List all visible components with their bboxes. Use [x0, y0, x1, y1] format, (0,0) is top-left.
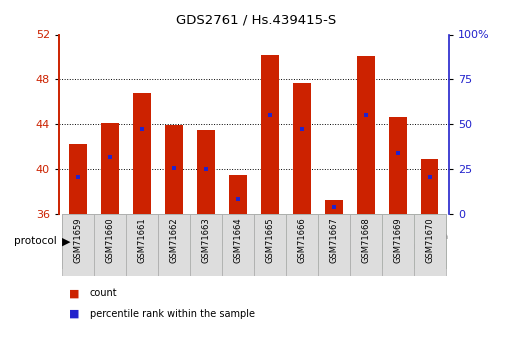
Text: GSM71661: GSM71661	[137, 217, 147, 263]
Bar	[69, 144, 87, 214]
Text: protocol: protocol	[14, 237, 56, 246]
Bar	[165, 125, 183, 214]
Bar	[222, 214, 254, 276]
Text: ■: ■	[69, 309, 80, 319]
Text: HIF-1alpha HIF-2alpha
depletion: HIF-1alpha HIF-2alpha depletion	[348, 232, 448, 251]
Bar	[190, 214, 222, 276]
Text: GSM71662: GSM71662	[169, 217, 179, 263]
Bar	[382, 214, 413, 276]
Bar	[293, 83, 311, 214]
Text: GSM71668: GSM71668	[361, 217, 370, 263]
Bar	[261, 55, 279, 214]
Text: percentile rank within the sample: percentile rank within the sample	[90, 309, 255, 319]
Bar	[413, 214, 446, 276]
Bar	[325, 200, 343, 214]
Bar	[357, 56, 374, 214]
Text: control: control	[94, 237, 126, 246]
Bar	[126, 214, 158, 276]
Bar	[158, 214, 254, 269]
Text: GSM71659: GSM71659	[74, 217, 83, 263]
Bar	[254, 214, 286, 276]
Text: GSM71667: GSM71667	[329, 217, 339, 263]
Bar	[318, 214, 350, 276]
Text: GSM71663: GSM71663	[202, 217, 210, 263]
Bar	[350, 214, 446, 269]
Text: count: count	[90, 288, 117, 298]
Text: HIF-2alpha depletion: HIF-2alpha depletion	[255, 237, 349, 246]
Text: ■: ■	[69, 288, 80, 298]
Bar	[62, 214, 158, 269]
Bar	[229, 175, 247, 214]
Bar	[254, 214, 350, 269]
Bar	[158, 214, 190, 276]
Text: GSM71669: GSM71669	[393, 217, 402, 263]
Text: GDS2761 / Hs.439415-S: GDS2761 / Hs.439415-S	[176, 14, 337, 27]
Bar	[350, 214, 382, 276]
Text: GSM71660: GSM71660	[106, 217, 114, 263]
Bar	[197, 130, 215, 214]
Bar	[286, 214, 318, 276]
Text: ▶: ▶	[62, 237, 70, 246]
Bar	[133, 93, 151, 214]
Text: GSM71664: GSM71664	[233, 217, 243, 263]
Text: GSM71670: GSM71670	[425, 217, 434, 263]
Text: HIF-1alpha depletion: HIF-1alpha depletion	[159, 237, 253, 246]
Text: GSM71665: GSM71665	[265, 217, 274, 263]
Bar	[421, 159, 439, 214]
Bar	[102, 123, 119, 214]
Bar	[389, 117, 406, 214]
Bar	[62, 214, 94, 276]
Text: GSM71666: GSM71666	[298, 217, 306, 263]
Bar	[94, 214, 126, 276]
